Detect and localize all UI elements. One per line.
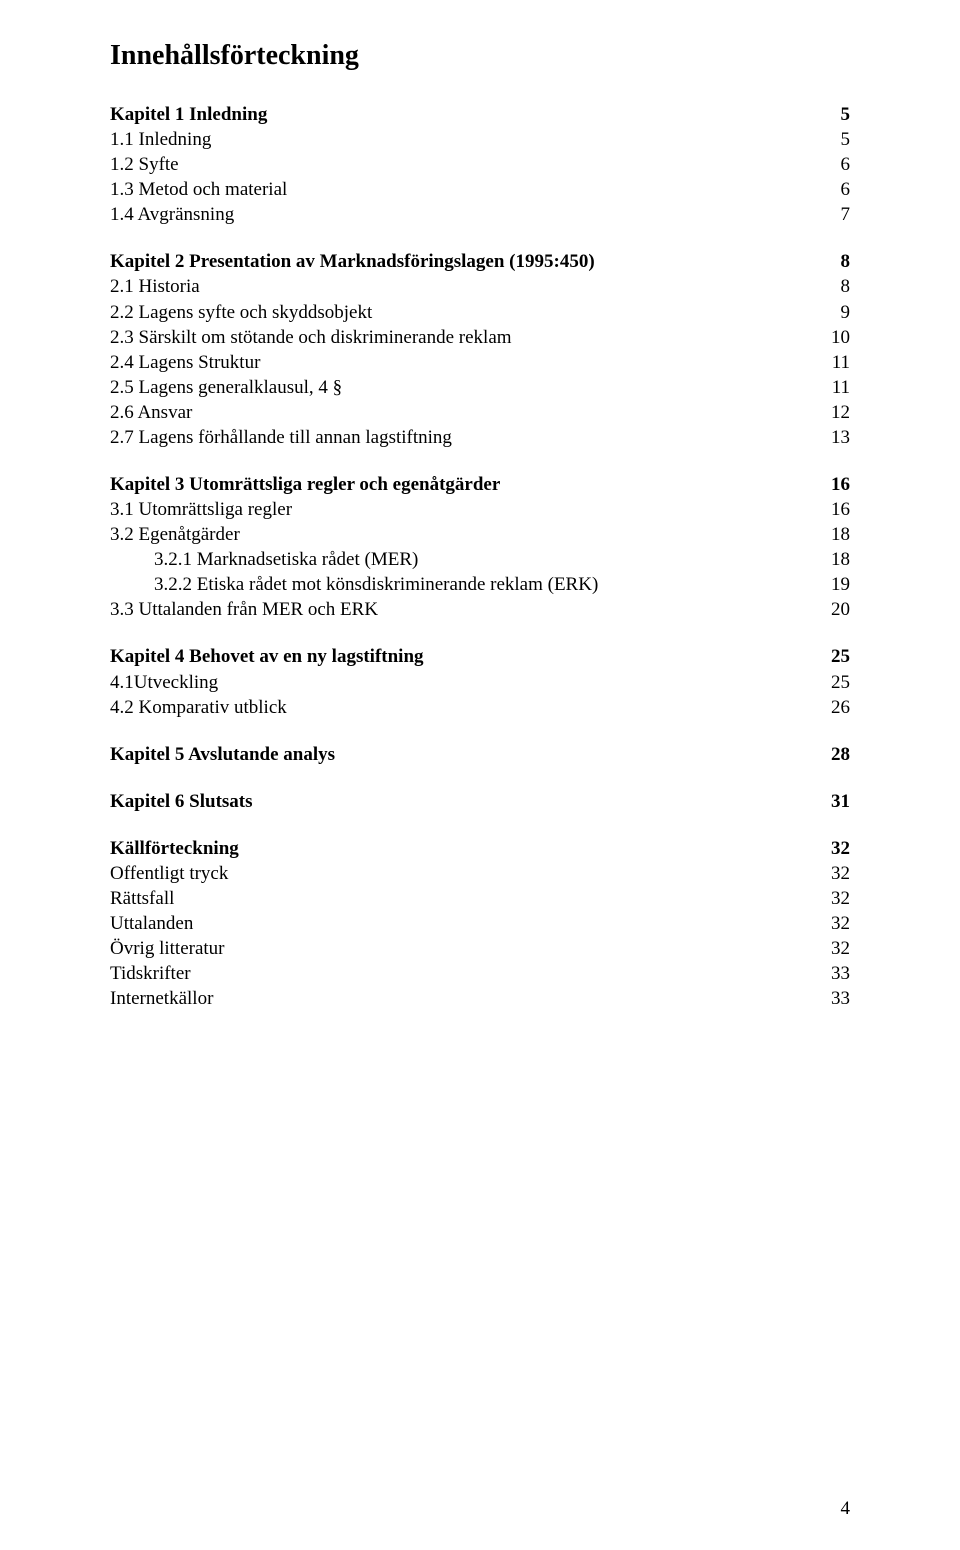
toc-entry-text: 3.2 Egenåtgärder <box>110 522 240 547</box>
toc-entry-page: 25 <box>826 644 850 669</box>
toc-entry-page: 16 <box>826 472 850 497</box>
toc-entry-text: Internetkällor <box>110 986 213 1011</box>
toc-entry: Offentligt tryck 32 <box>110 861 850 886</box>
toc-entry-text: Kapitel 2 Presentation av Marknadsföring… <box>110 249 595 274</box>
table-of-contents: Kapitel 1 Inledning51.1 Inledning51.2 Sy… <box>110 102 850 1011</box>
toc-entry-page: 19 <box>826 572 850 597</box>
toc-entry: 2.1 Historia 8 <box>110 274 850 299</box>
toc-entry: Kapitel 1 Inledning 5 <box>110 102 850 127</box>
toc-entry: 3.3 Uttalanden från MER och ERK 20 <box>110 597 850 622</box>
toc-entry-page: 11 <box>826 375 850 400</box>
toc-entry: Kapitel 2 Presentation av Marknadsföring… <box>110 249 850 274</box>
toc-entry: 3.2.1 Marknadsetiska rådet (MER) 18 <box>110 547 850 572</box>
page-title: Innehållsförteckning <box>110 40 850 72</box>
toc-entry: Kapitel 6 Slutsats 31 <box>110 789 850 814</box>
toc-entry-page: 9 <box>826 300 850 325</box>
toc-entry-page: 6 <box>826 177 850 202</box>
toc-entry-text: Rättsfall <box>110 886 174 911</box>
toc-entry-text: 2.4 Lagens Struktur <box>110 350 260 375</box>
toc-entry: Uttalanden 32 <box>110 911 850 936</box>
toc-entry-text: 1.2 Syfte <box>110 152 179 177</box>
toc-entry-page: 12 <box>826 400 850 425</box>
toc-entry: 4.2 Komparativ utblick 26 <box>110 695 850 720</box>
toc-entry-text: 2.6 Ansvar <box>110 400 192 425</box>
toc-entry-page: 32 <box>826 886 850 911</box>
toc-entry-page: 13 <box>826 425 850 450</box>
toc-entry: 1.1 Inledning 5 <box>110 127 850 152</box>
toc-entry: 1.2 Syfte 6 <box>110 152 850 177</box>
toc-entry-page: 7 <box>826 202 850 227</box>
toc-entry: Kapitel 4 Behovet av en ny lagstiftning 2… <box>110 644 850 669</box>
toc-entry-page: 32 <box>826 861 850 886</box>
toc-entry-page: 11 <box>826 350 850 375</box>
toc-entry-text: 1.3 Metod och material <box>110 177 287 202</box>
toc-entry-text: Kapitel 4 Behovet av en ny lagstiftning <box>110 644 424 669</box>
toc-entry-page: 8 <box>826 274 850 299</box>
toc-entry-page: 25 <box>826 670 850 695</box>
toc-entry-text: 3.2.1 Marknadsetiska rådet (MER) <box>110 547 418 572</box>
toc-entry-page: 28 <box>826 742 850 767</box>
toc-entry-text: 4.1Utveckling <box>110 670 218 695</box>
toc-entry-text: 2.7 Lagens förhållande till annan lagsti… <box>110 425 452 450</box>
toc-entry: Kapitel 3 Utomrättsliga regler och egenå… <box>110 472 850 497</box>
toc-entry-page: 31 <box>826 789 850 814</box>
toc-entry: 1.4 Avgränsning 7 <box>110 202 850 227</box>
toc-entry: 1.3 Metod och material 6 <box>110 177 850 202</box>
toc-entry-page: 32 <box>826 911 850 936</box>
toc-entry-text: Tidskrifter <box>110 961 191 986</box>
toc-entry: 2.7 Lagens förhållande till annan lagsti… <box>110 425 850 450</box>
toc-entry-page: 10 <box>826 325 850 350</box>
toc-entry-page: 6 <box>826 152 850 177</box>
toc-entry-text: Uttalanden <box>110 911 193 936</box>
toc-entry-text: Offentligt tryck <box>110 861 228 886</box>
toc-entry: 2.2 Lagens syfte och skyddsobjekt 9 <box>110 300 850 325</box>
toc-entry-text: 3.3 Uttalanden från MER och ERK <box>110 597 378 622</box>
toc-entry-text: 2.1 Historia <box>110 274 200 299</box>
toc-entry-text: Källförteckning <box>110 836 239 861</box>
toc-entry-text: 4.2 Komparativ utblick <box>110 695 287 720</box>
toc-entry-page: 18 <box>826 547 850 572</box>
toc-entry-page: 33 <box>826 986 850 1011</box>
toc-entry: Internetkällor 33 <box>110 986 850 1011</box>
toc-entry-page: 8 <box>826 249 850 274</box>
toc-entry: 3.2.2 Etiska rådet mot könsdiskrimineran… <box>110 572 850 597</box>
toc-entry-text: Övrig litteratur <box>110 936 225 961</box>
toc-entry-text: 3.2.2 Etiska rådet mot könsdiskrimineran… <box>110 572 598 597</box>
toc-entry-page: 20 <box>826 597 850 622</box>
toc-entry-text: 2.3 Särskilt om stötande och diskriminer… <box>110 325 512 350</box>
toc-entry-page: 26 <box>826 695 850 720</box>
document-page: Innehållsförteckning Kapitel 1 Inledning… <box>0 0 960 1550</box>
page-number: 4 <box>841 1498 851 1520</box>
toc-entry-page: 18 <box>826 522 850 547</box>
toc-entry-page: 16 <box>826 497 850 522</box>
toc-entry: Källförteckning 32 <box>110 836 850 861</box>
toc-entry-text: Kapitel 5 Avslutande analys <box>110 742 335 767</box>
toc-entry-text: Kapitel 6 Slutsats <box>110 789 253 814</box>
toc-entry-page: 33 <box>826 961 850 986</box>
toc-entry-page: 32 <box>826 836 850 861</box>
toc-entry: Kapitel 5 Avslutande analys 28 <box>110 742 850 767</box>
toc-entry-text: 2.2 Lagens syfte och skyddsobjekt <box>110 300 372 325</box>
toc-entry-page: 5 <box>826 127 850 152</box>
toc-entry: Tidskrifter 33 <box>110 961 850 986</box>
toc-entry-text: 1.4 Avgränsning <box>110 202 234 227</box>
toc-entry: Övrig litteratur 32 <box>110 936 850 961</box>
toc-entry-text: 2.5 Lagens generalklausul, 4 § <box>110 375 342 400</box>
toc-entry-text: 3.1 Utomrättsliga regler <box>110 497 292 522</box>
toc-entry-page: 32 <box>826 936 850 961</box>
toc-entry-text: Kapitel 3 Utomrättsliga regler och egenå… <box>110 472 500 497</box>
toc-entry: Rättsfall 32 <box>110 886 850 911</box>
toc-entry: 4.1Utveckling 25 <box>110 670 850 695</box>
toc-entry-text: Kapitel 1 Inledning <box>110 102 267 127</box>
toc-entry: 3.1 Utomrättsliga regler 16 <box>110 497 850 522</box>
toc-entry: 2.6 Ansvar 12 <box>110 400 850 425</box>
toc-entry: 3.2 Egenåtgärder 18 <box>110 522 850 547</box>
toc-entry: 2.3 Särskilt om stötande och diskriminer… <box>110 325 850 350</box>
toc-entry: 2.4 Lagens Struktur 11 <box>110 350 850 375</box>
toc-entry: 2.5 Lagens generalklausul, 4 § 11 <box>110 375 850 400</box>
toc-entry-page: 5 <box>826 102 850 127</box>
toc-entry-text: 1.1 Inledning <box>110 127 211 152</box>
